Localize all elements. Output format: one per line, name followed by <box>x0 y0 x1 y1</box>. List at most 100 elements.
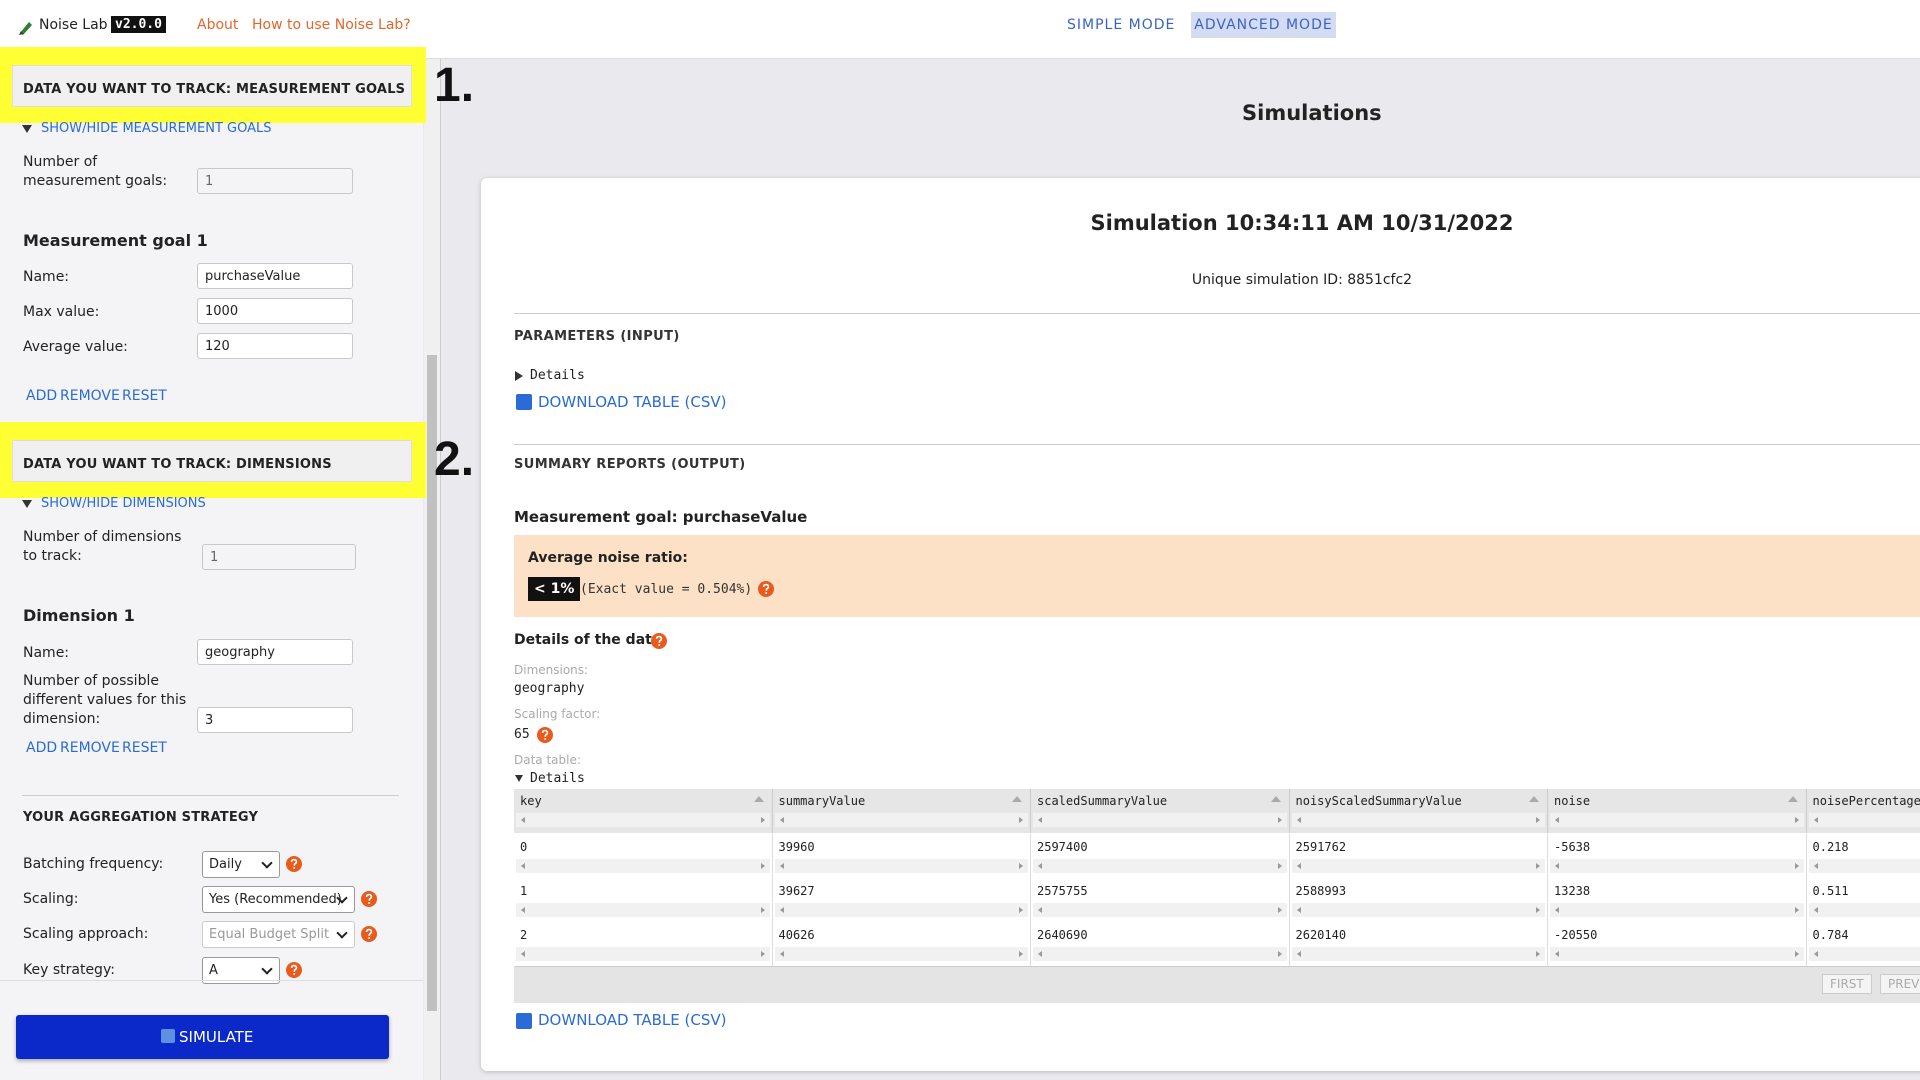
scroll-arrow[interactable] <box>1296 817 1301 823</box>
scroll-arrow[interactable] <box>1536 907 1540 913</box>
action-link[interactable]: RESET <box>122 740 167 756</box>
scroll-arrow[interactable] <box>1277 907 1282 913</box>
nav-link[interactable]: How to use Noise Lab? <box>252 17 411 33</box>
column-title[interactable]: noisyScaledSummaryValue <box>1295 794 1462 808</box>
select[interactable]: Equal Budget Split <box>202 921 355 948</box>
details-toggle[interactable]: Details <box>530 368 585 383</box>
download-link[interactable]: DOWNLOAD TABLE (CSV) <box>538 393 727 411</box>
action-link[interactable]: RESET <box>122 388 167 404</box>
app-name[interactable]: Noise Lab <box>39 17 108 33</box>
column-title[interactable]: noise <box>1554 794 1591 808</box>
scroll-arrow[interactable] <box>1813 951 1818 957</box>
scroll-arrow[interactable] <box>1019 863 1023 869</box>
mode-tab-active[interactable]: ADVANCED MODE <box>1191 12 1336 38</box>
select[interactable]: Daily <box>202 851 280 878</box>
cell-scrollbar[interactable] <box>1550 903 1804 917</box>
scroll-arrow[interactable] <box>1813 863 1818 869</box>
text-input[interactable]: 1 <box>202 544 356 570</box>
scroll-arrow[interactable] <box>521 951 525 957</box>
cell-scrollbar[interactable] <box>774 903 1028 917</box>
column-title[interactable]: noisePercentage <box>1812 794 1920 808</box>
help-icon[interactable] <box>286 962 302 978</box>
cell-scrollbar[interactable] <box>516 859 770 873</box>
mode-tab[interactable]: SIMPLE MODE <box>1067 17 1176 33</box>
scroll-arrow[interactable] <box>1536 951 1540 957</box>
scroll-arrow[interactable] <box>760 907 765 913</box>
column-title[interactable]: summaryValue <box>778 794 866 808</box>
cell-scrollbar[interactable] <box>1033 903 1287 917</box>
scroll-arrow[interactable] <box>760 863 765 869</box>
scroll-arrow[interactable] <box>1038 863 1042 869</box>
cell-scrollbar[interactable] <box>516 947 770 961</box>
cell-scrollbar[interactable] <box>1033 947 1287 961</box>
sort-arrow[interactable] <box>1529 796 1539 802</box>
scroll-arrow[interactable] <box>1555 863 1559 869</box>
details-toggle[interactable]: Details <box>530 771 585 786</box>
scroll-arrow[interactable] <box>1277 863 1282 869</box>
column-header[interactable]: noisePercentage <box>1806 789 1920 833</box>
scroll-arrow[interactable] <box>1277 817 1282 823</box>
text-input[interactable]: 1 <box>197 168 353 194</box>
select[interactable]: A <box>202 957 280 984</box>
scroll-arrow[interactable] <box>1536 817 1540 823</box>
scroll-arrow[interactable] <box>1019 951 1023 957</box>
simulate-button[interactable]: SIMULATE <box>16 1015 389 1059</box>
help-icon[interactable] <box>651 633 667 649</box>
scroll-arrow[interactable] <box>1555 951 1559 957</box>
text-input[interactable]: 3 <box>197 707 353 733</box>
scroll-arrow[interactable] <box>779 951 784 957</box>
column-header[interactable]: summaryValue <box>772 789 1031 833</box>
download-link[interactable]: DOWNLOAD TABLE (CSV) <box>538 1011 727 1029</box>
help-icon[interactable] <box>361 891 377 907</box>
scroll-arrow[interactable] <box>1019 907 1023 913</box>
scroll-arrow[interactable] <box>1296 951 1301 957</box>
sort-arrow[interactable] <box>753 796 764 802</box>
scroll-arrow[interactable] <box>1813 817 1818 823</box>
sort-arrow[interactable] <box>1270 796 1281 802</box>
cell-scrollbar[interactable] <box>1550 813 1804 827</box>
scroll-arrow[interactable] <box>1296 907 1301 913</box>
cell-scrollbar[interactable] <box>1550 947 1804 961</box>
scroll-arrow[interactable] <box>779 907 784 913</box>
scroll-arrow[interactable] <box>521 907 525 913</box>
scroll-arrow[interactable] <box>1296 863 1301 869</box>
cell-scrollbar[interactable] <box>1291 859 1545 873</box>
cell-scrollbar[interactable] <box>774 947 1028 961</box>
column-header[interactable]: scaledSummaryValue <box>1031 789 1290 833</box>
scroll-arrow[interactable] <box>1794 951 1799 957</box>
scroll-arrow[interactable] <box>1794 863 1799 869</box>
scroll-arrow[interactable] <box>521 863 525 869</box>
button-label[interactable]: SIMULATE <box>179 1028 254 1046</box>
scroll-arrow[interactable] <box>1038 817 1042 823</box>
cell-scrollbar[interactable] <box>1808 947 1920 961</box>
scroll-arrow[interactable] <box>1794 817 1799 823</box>
scroll-arrow[interactable] <box>1038 951 1042 957</box>
cell-scrollbar[interactable] <box>1291 903 1545 917</box>
sort-arrow[interactable] <box>1787 796 1798 802</box>
nav-link[interactable]: About <box>197 17 239 33</box>
toggle-link[interactable]: SHOW/HIDE DIMENSIONS <box>41 496 206 511</box>
column-header[interactable]: key <box>514 789 773 833</box>
action-link[interactable]: REMOVE <box>60 740 120 756</box>
action-link[interactable]: ADD <box>26 740 58 756</box>
scroll-arrow[interactable] <box>1019 817 1023 823</box>
cell-scrollbar[interactable] <box>1033 813 1287 827</box>
cell-scrollbar[interactable] <box>1808 859 1920 873</box>
help-icon[interactable] <box>537 727 553 743</box>
column-title[interactable]: key <box>520 794 542 808</box>
text-input[interactable]: 1000 <box>197 298 353 324</box>
pagination-button[interactable]: PREV <box>1880 974 1920 994</box>
text-input[interactable]: 120 <box>197 333 353 359</box>
text-input[interactable]: purchaseValue <box>197 263 353 289</box>
scroll-arrow[interactable] <box>779 863 784 869</box>
scroll-arrow[interactable] <box>1813 907 1818 913</box>
cell-scrollbar[interactable] <box>774 859 1028 873</box>
select[interactable]: Yes (Recommended) <box>202 886 355 913</box>
help-icon[interactable] <box>286 856 302 872</box>
scroll-arrow[interactable] <box>521 817 525 823</box>
text-input[interactable]: geography <box>197 639 353 665</box>
column-title[interactable]: scaledSummaryValue <box>1037 794 1168 808</box>
help-icon[interactable] <box>758 581 774 597</box>
cell-scrollbar[interactable] <box>774 813 1028 827</box>
cell-scrollbar[interactable] <box>1291 813 1545 827</box>
